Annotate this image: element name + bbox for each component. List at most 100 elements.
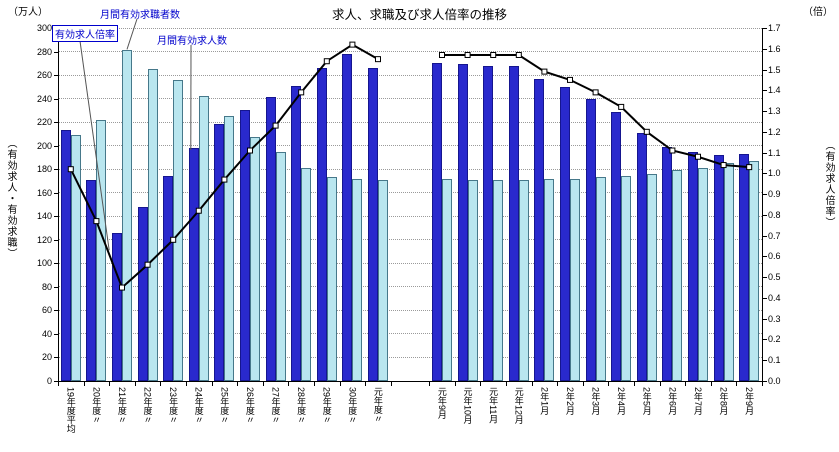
gridline bbox=[58, 215, 762, 217]
x-axis-tick bbox=[58, 382, 59, 386]
left-axis-tick-label: 140 bbox=[36, 211, 52, 222]
bar-seekers bbox=[378, 179, 388, 381]
right-axis-tick-label: 0.1 bbox=[768, 355, 781, 366]
left-axis-tick bbox=[54, 169, 58, 171]
x-axis-category-label: 元年12月 bbox=[513, 387, 524, 425]
bar-seekers bbox=[595, 177, 606, 381]
bar-openings bbox=[137, 206, 148, 381]
bar-seekers bbox=[250, 137, 260, 381]
x-axis-tick bbox=[237, 382, 239, 386]
bar-openings bbox=[368, 68, 378, 381]
left-axis-tick bbox=[54, 122, 58, 124]
right-axis-tick-label: 0.6 bbox=[768, 251, 781, 262]
x-axis-tick bbox=[83, 382, 85, 386]
right-axis-tick-label: 0.7 bbox=[768, 230, 781, 241]
right-axis-tick-label: 1.7 bbox=[768, 23, 781, 33]
right-axis-tick bbox=[763, 152, 767, 154]
left-axis-tick-label: 120 bbox=[36, 234, 52, 245]
bar-openings bbox=[611, 111, 622, 381]
x-axis-tick bbox=[288, 382, 290, 386]
left-axis-tick-label: 240 bbox=[36, 93, 52, 104]
x-axis-tick bbox=[429, 382, 431, 386]
x-axis-tick bbox=[109, 382, 111, 386]
legend-openings-label: 月間有効求人数 bbox=[157, 36, 227, 47]
gridline bbox=[58, 286, 762, 288]
x-axis-category-label: 21年度〃 bbox=[116, 387, 127, 425]
left-axis-tick-label: 200 bbox=[36, 140, 52, 151]
bar-openings bbox=[688, 151, 698, 381]
x-axis-tick bbox=[762, 382, 763, 386]
left-axis-tick bbox=[54, 286, 58, 288]
right-axis-tick bbox=[763, 214, 767, 216]
left-axis-tick bbox=[54, 98, 58, 100]
right-axis-tick bbox=[763, 131, 767, 133]
x-axis-category-label: 2年6月 bbox=[667, 387, 678, 416]
x-axis-category-label: 22年度〃 bbox=[142, 387, 153, 425]
bar-seekers bbox=[122, 50, 132, 381]
x-axis-category-label: 23年度〃 bbox=[168, 387, 179, 425]
x-axis-tick bbox=[710, 382, 712, 386]
right-axis-tick-label: 1.6 bbox=[768, 43, 781, 54]
x-axis-category-label: 28年度〃 bbox=[296, 387, 307, 425]
right-axis-tick-label: 0.8 bbox=[768, 209, 781, 220]
bar-openings bbox=[739, 153, 750, 381]
x-axis-tick bbox=[454, 382, 456, 386]
left-axis-tick-label: 100 bbox=[36, 258, 52, 269]
bar-openings bbox=[662, 146, 673, 381]
bar-openings bbox=[534, 78, 545, 381]
bar-seekers bbox=[698, 168, 708, 381]
right-axis-tick-label: 1.1 bbox=[768, 147, 781, 158]
x-axis-tick bbox=[160, 382, 162, 386]
left-axis-tick bbox=[54, 192, 58, 194]
gridline bbox=[58, 51, 762, 53]
right-axis-tick bbox=[763, 90, 767, 92]
chart-title: 求人、求職及び求人倍率の推移 bbox=[331, 8, 507, 22]
legend-seekers-label: 月間有効求職者数 bbox=[100, 10, 180, 21]
right-axis-tick bbox=[763, 111, 767, 113]
gridline bbox=[58, 168, 762, 170]
right-axis-tick bbox=[763, 339, 767, 341]
gridline bbox=[58, 98, 762, 100]
right-axis-tick-label: 1.0 bbox=[768, 168, 781, 179]
x-axis-category-label: 26年度〃 bbox=[244, 387, 255, 425]
right-axis-tick-label: 0.0 bbox=[768, 376, 781, 386]
x-axis-tick bbox=[480, 382, 482, 386]
right-axis-tick bbox=[763, 69, 767, 71]
bar-openings bbox=[713, 155, 724, 381]
x-axis-tick bbox=[531, 382, 533, 386]
right-axis-tick-label: 1.3 bbox=[768, 106, 781, 117]
gridline bbox=[58, 333, 762, 335]
left-axis-title: （有効求人・有効求職） bbox=[5, 138, 16, 259]
bar-openings bbox=[163, 176, 174, 381]
gridline bbox=[58, 192, 762, 194]
bar-seekers bbox=[723, 163, 734, 381]
x-axis-category-label: 30年度〃 bbox=[347, 387, 358, 425]
x-axis-tick bbox=[262, 382, 264, 386]
left-axis-line bbox=[58, 28, 59, 382]
right-axis-tick bbox=[763, 381, 767, 382]
right-axis-line bbox=[762, 28, 763, 382]
x-axis-category-label: 元年10月 bbox=[462, 387, 473, 425]
x-axis-category-label: 24年度〃 bbox=[193, 387, 204, 425]
left-axis-tick bbox=[54, 381, 58, 382]
bar-seekers bbox=[570, 178, 580, 381]
x-axis-category-label: 2年4月 bbox=[616, 387, 627, 416]
right-axis-title: （有効求人倍率） bbox=[823, 140, 834, 228]
bar-openings bbox=[86, 179, 97, 381]
bar-openings bbox=[457, 64, 468, 381]
right-axis-tick-label: 0.2 bbox=[768, 334, 781, 345]
bar-openings bbox=[214, 124, 225, 381]
x-axis-category-label: 元年度〃 bbox=[372, 387, 383, 423]
left-axis-tick bbox=[54, 239, 58, 241]
x-axis-tick bbox=[211, 382, 213, 386]
x-axis-tick bbox=[608, 382, 610, 386]
right-axis-tick bbox=[763, 48, 767, 50]
left-axis-tick bbox=[54, 357, 58, 359]
bar-seekers bbox=[467, 179, 478, 381]
x-axis-category-label: 2年3月 bbox=[590, 387, 601, 416]
bar-openings bbox=[432, 63, 442, 381]
x-axis-tick bbox=[557, 382, 559, 386]
right-axis-tick bbox=[763, 194, 767, 196]
bar-seekers bbox=[326, 177, 337, 381]
x-axis-category-label: 19年度平均 bbox=[65, 387, 76, 434]
